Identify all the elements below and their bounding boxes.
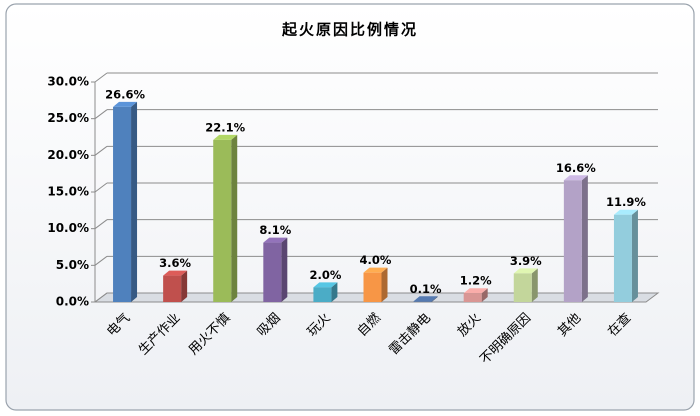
- y-tick-label: 25.0%: [47, 111, 89, 125]
- grid-line: [94, 145, 108, 156]
- y-tick-label: 20.0%: [47, 148, 89, 162]
- grid-line: [94, 182, 108, 193]
- bar-top: [263, 237, 288, 243]
- bar: [113, 106, 132, 302]
- bar-top: [513, 268, 538, 274]
- bar-side: [481, 288, 488, 302]
- bar-side: [431, 296, 438, 302]
- bar-side: [181, 270, 188, 302]
- grid-line: [94, 109, 108, 120]
- y-tick-label: 5.0%: [56, 258, 89, 272]
- value-label: 2.0%: [309, 268, 341, 282]
- bar-side: [531, 268, 538, 302]
- y-tick-label: 30.0%: [47, 75, 89, 89]
- bar-top: [363, 267, 388, 273]
- value-label: 16.6%: [556, 161, 596, 175]
- chart-frame: [5, 3, 695, 411]
- bar: [513, 273, 532, 302]
- bar-side: [581, 175, 588, 302]
- value-label: 4.0%: [360, 253, 392, 267]
- value-label: 8.1%: [259, 223, 291, 237]
- bar: [313, 287, 332, 302]
- bar-top: [313, 282, 338, 288]
- value-label: 3.9%: [510, 254, 542, 268]
- value-label: 3.6%: [159, 256, 191, 270]
- value-label: 26.6%: [105, 87, 145, 101]
- grid-line: [94, 72, 108, 83]
- bar-top: [213, 134, 238, 140]
- value-label: 11.9%: [606, 195, 646, 209]
- bar: [213, 139, 232, 302]
- y-tick-label: 0.0%: [56, 295, 89, 309]
- bar-side: [281, 237, 288, 302]
- bar: [163, 275, 182, 302]
- grid-line: [94, 292, 108, 303]
- y-tick-label: 10.0%: [47, 221, 89, 235]
- bar: [613, 214, 632, 302]
- bar-side: [381, 267, 388, 302]
- bar-side: [331, 282, 338, 302]
- bar: [413, 301, 432, 302]
- bar: [363, 272, 382, 302]
- bar-side: [131, 101, 138, 302]
- grid-line: [94, 219, 108, 230]
- bar-top: [113, 101, 138, 107]
- value-label: 0.1%: [410, 282, 442, 296]
- y-tick-label: 15.0%: [47, 185, 89, 199]
- bar-top: [613, 209, 638, 215]
- bar-top: [563, 175, 588, 181]
- value-label: 22.1%: [205, 120, 245, 134]
- bar-top: [163, 270, 188, 276]
- bar: [563, 180, 582, 302]
- bar: [263, 242, 282, 302]
- bar-side: [631, 209, 638, 302]
- bar-top: [463, 288, 488, 294]
- value-label: 1.2%: [460, 274, 492, 288]
- bar-side: [231, 134, 238, 302]
- grid-line: [94, 255, 108, 266]
- chart-title: 起火原因比例情况: [281, 21, 418, 39]
- bar-top: [413, 296, 438, 302]
- bar: [463, 293, 482, 302]
